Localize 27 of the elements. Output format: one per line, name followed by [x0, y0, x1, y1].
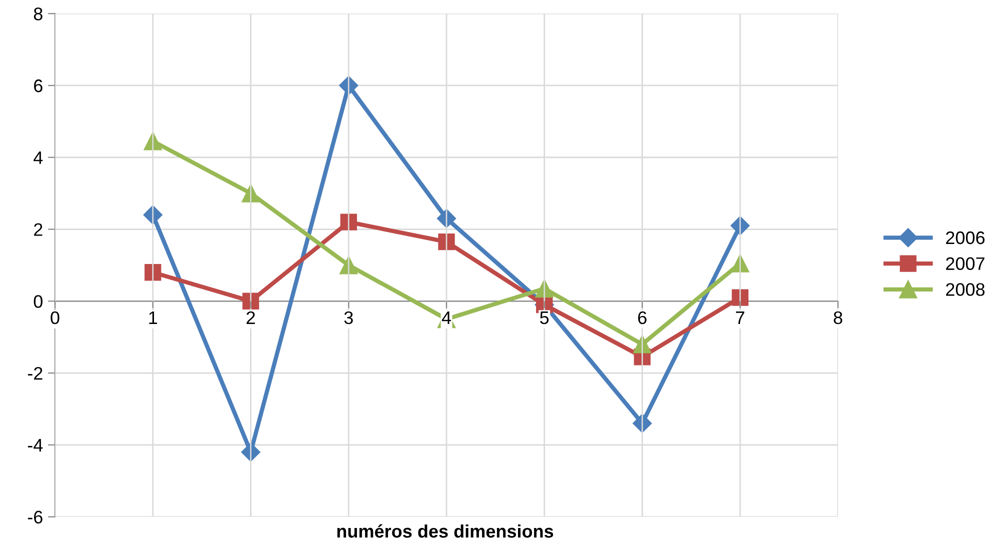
x-tick-label: 8 — [834, 311, 842, 324]
point — [144, 264, 162, 281]
y-tick-label: 6 — [34, 79, 42, 92]
x-tick-label: 3 — [344, 311, 353, 324]
x-tick-label: 4 — [442, 312, 451, 324]
y-tick-label: 4 — [34, 151, 43, 164]
x-tick-label: 2 — [246, 311, 255, 324]
y-tick-label: 2 — [34, 223, 42, 236]
x-tick-label: 0 — [50, 311, 60, 324]
legend-label: 2008 — [946, 283, 985, 296]
point — [242, 292, 260, 310]
y-tick-label: 0 — [34, 295, 42, 308]
x-axis-title: numéros des dimensions — [337, 524, 554, 538]
point — [340, 214, 357, 230]
y-tick-label: -2 — [28, 366, 42, 380]
x-tick-label: 6 — [638, 311, 646, 324]
legend-label: 2007 — [946, 257, 984, 270]
x-tick-label: 7 — [736, 312, 744, 324]
y-tick-label: -4 — [28, 439, 43, 452]
y-tick-label: 8 — [34, 8, 42, 20]
point — [436, 208, 456, 228]
x-tick-label: 1 — [149, 312, 158, 324]
x-tick-label: 5 — [540, 312, 549, 324]
point — [438, 234, 455, 250]
y-tick-label: -6 — [28, 510, 42, 524]
legend-label: 2006 — [946, 231, 985, 244]
point — [732, 289, 748, 306]
